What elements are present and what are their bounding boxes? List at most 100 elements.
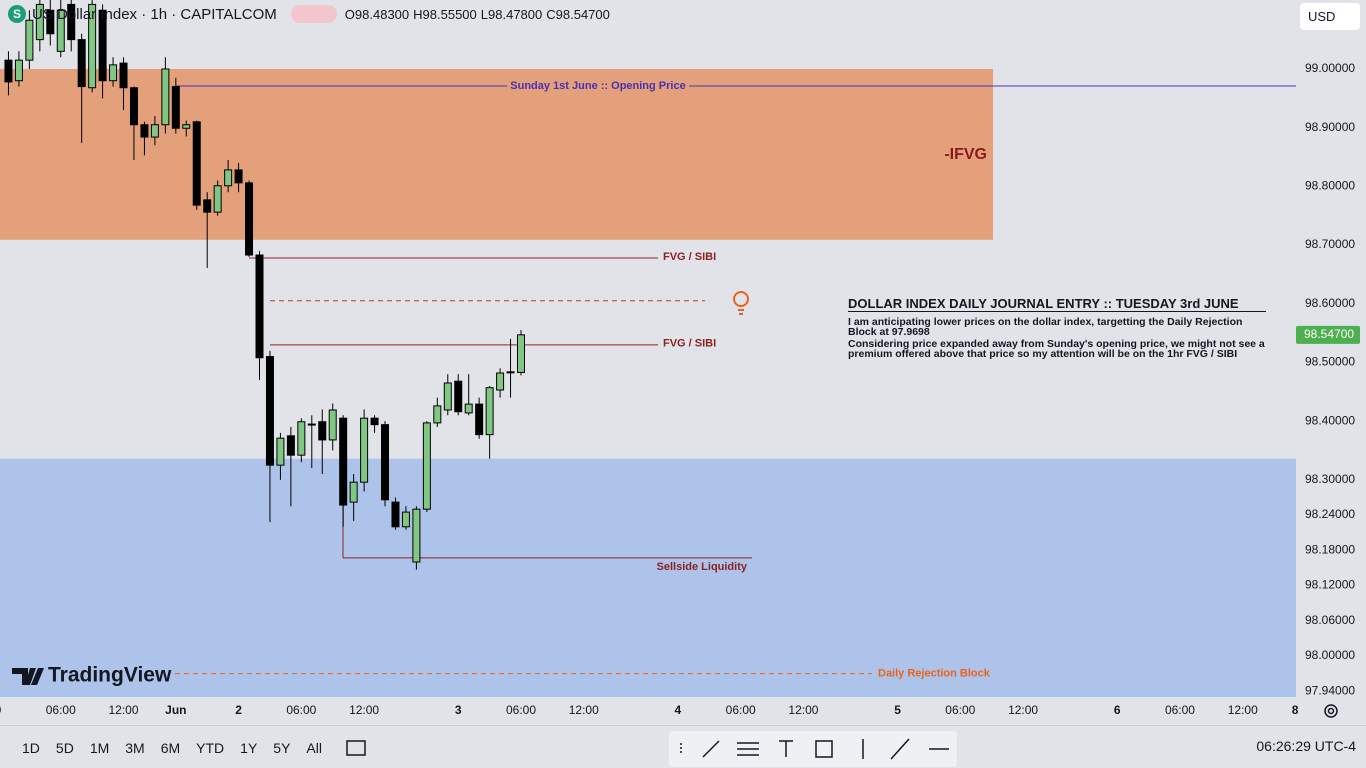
- symbol-logo: S: [8, 5, 26, 23]
- clock: 06:26:29 UTC-4: [1256, 738, 1356, 754]
- x-tick-label: 5: [894, 703, 901, 717]
- candle-body: [77, 39, 86, 88]
- x-tick-label: 8: [1292, 703, 1299, 717]
- range-button[interactable]: 3M: [125, 739, 145, 756]
- range-button[interactable]: 5Y: [273, 739, 291, 756]
- candle-body: [140, 124, 149, 138]
- candle-body: [475, 403, 484, 436]
- candle-body: [56, 9, 65, 52]
- y-tick-label: 97.94000: [1305, 683, 1355, 697]
- date-range-icon[interactable]: [344, 738, 368, 758]
- level-label: Sellside Liquidity: [657, 561, 748, 573]
- x-tick-label: 06:00: [945, 703, 975, 717]
- plot-area: -IFVG Sunday 1st June :: Opening PriceFVG…: [0, 0, 1296, 697]
- candle-body: [109, 64, 118, 82]
- y-tick-label: 98.18000: [1305, 542, 1355, 556]
- x-tick-label: 2: [235, 703, 242, 717]
- chart: -IFVG Sunday 1st June :: Opening PriceFVG…: [0, 0, 1360, 718]
- candle-body: [454, 380, 463, 413]
- text-tool[interactable]: [779, 740, 793, 757]
- settings-icon[interactable]: [1324, 704, 1338, 718]
- candle-body: [485, 387, 494, 436]
- range-button[interactable]: All: [306, 739, 322, 756]
- calendar[interactable]: [346, 739, 366, 756]
- level-label: FVG / SIBI: [663, 251, 716, 263]
- ohlc-key: L: [480, 6, 489, 22]
- candle-body: [224, 169, 233, 187]
- candle-body: [98, 9, 107, 82]
- level-label: Sunday 1st June :: Opening Price: [510, 80, 685, 92]
- last-price-label: 98.54700: [1304, 327, 1354, 341]
- candle-body: [297, 421, 306, 456]
- rect-tool[interactable]: [815, 740, 833, 758]
- candle-body: [35, 3, 44, 41]
- y-tick-label: 98.80000: [1305, 179, 1355, 193]
- candle-body: [119, 62, 128, 89]
- x-tick-label: 12:00: [349, 703, 379, 717]
- candle-body: [339, 417, 348, 506]
- currency-select[interactable]: USD: [1300, 3, 1360, 30]
- candle-body: [318, 421, 327, 441]
- symbol-title[interactable]: US Dollar Index · 1h · CAPITALCOM: [32, 5, 277, 23]
- candle-body: [464, 403, 473, 414]
- journal-paragraph: Considering price expanded away from Sun…: [848, 338, 1265, 360]
- candle-body: [496, 372, 505, 391]
- range-button[interactable]: 6M: [160, 739, 181, 756]
- y-tick-label: 98.60000: [1305, 296, 1355, 310]
- fib-tool[interactable]: [737, 742, 759, 756]
- range-button[interactable]: 1M: [89, 739, 110, 756]
- candle-body: [171, 86, 180, 129]
- x-tick-label: 3: [455, 703, 462, 717]
- gear-hub[interactable]: [1327, 707, 1335, 715]
- y-tick-label: 98.24000: [1305, 507, 1355, 521]
- range-button[interactable]: 5D: [55, 739, 74, 756]
- logo-text: TradingView: [48, 664, 172, 687]
- x-tick-label: 06:00: [46, 703, 76, 717]
- x-tick-label: 12:00: [109, 703, 139, 717]
- ohlc-key: C: [546, 6, 556, 22]
- x-tick-label: 0: [0, 703, 2, 717]
- range-button[interactable]: 1Y: [240, 739, 258, 756]
- y-tick-label: 98.00000: [1305, 648, 1355, 662]
- drawing-tools: [669, 731, 957, 767]
- level-label: FVG / SIBI: [663, 338, 716, 350]
- candle-body: [391, 501, 400, 528]
- journal-note: DOLLAR INDEX DAILY JOURNAL ENTRY :: TUES…: [848, 296, 1266, 362]
- candle-body: [25, 19, 34, 61]
- ohlc-value: 98.55500: [422, 6, 477, 22]
- candle-body: [349, 481, 358, 503]
- x-tick-label: Jun: [165, 703, 186, 717]
- candle-body: [276, 437, 285, 466]
- trend-line-tool[interactable]: [702, 740, 720, 758]
- ohlc-value: 98.54700: [555, 6, 610, 22]
- ohlc-value: 98.48300: [354, 6, 410, 22]
- candle-body: [443, 382, 452, 411]
- y-tick-label: 98.30000: [1305, 472, 1355, 486]
- x-tick-label: 4: [675, 703, 682, 717]
- range-button[interactable]: 1D: [22, 739, 40, 756]
- gear[interactable]: [1324, 704, 1338, 718]
- candle-body: [412, 508, 421, 563]
- candle-body: [213, 185, 222, 213]
- bottom-toolbar: 1D 5D 1M 3M 6M YTD 1Y 5Y All 06:26:29 UTC-4: [0, 725, 1366, 768]
- y-tick-label: 98.90000: [1305, 120, 1355, 134]
- x-tick-label: 06:00: [726, 703, 756, 717]
- y-tick-label: 98.70000: [1305, 237, 1355, 251]
- candle-body: [88, 3, 97, 89]
- drawing-tool-icons: [680, 738, 949, 760]
- candle-body: [381, 424, 390, 501]
- range-button[interactable]: YTD: [196, 739, 225, 756]
- journal-paragraph: I am anticipating lower prices on the do…: [848, 316, 1243, 338]
- candle-body: [328, 409, 337, 441]
- candle-body: [422, 422, 431, 510]
- candle-body: [182, 124, 191, 129]
- candle-body: [265, 356, 274, 466]
- y-tick-label: 99.00000: [1305, 61, 1355, 75]
- x-tick-label: 06:00: [1165, 703, 1195, 717]
- candle-body: [255, 254, 264, 359]
- ray-tool[interactable]: [890, 738, 910, 760]
- candle-body: [14, 59, 23, 82]
- candle-body: [67, 3, 76, 41]
- x-tick-label: 12:00: [1228, 703, 1258, 717]
